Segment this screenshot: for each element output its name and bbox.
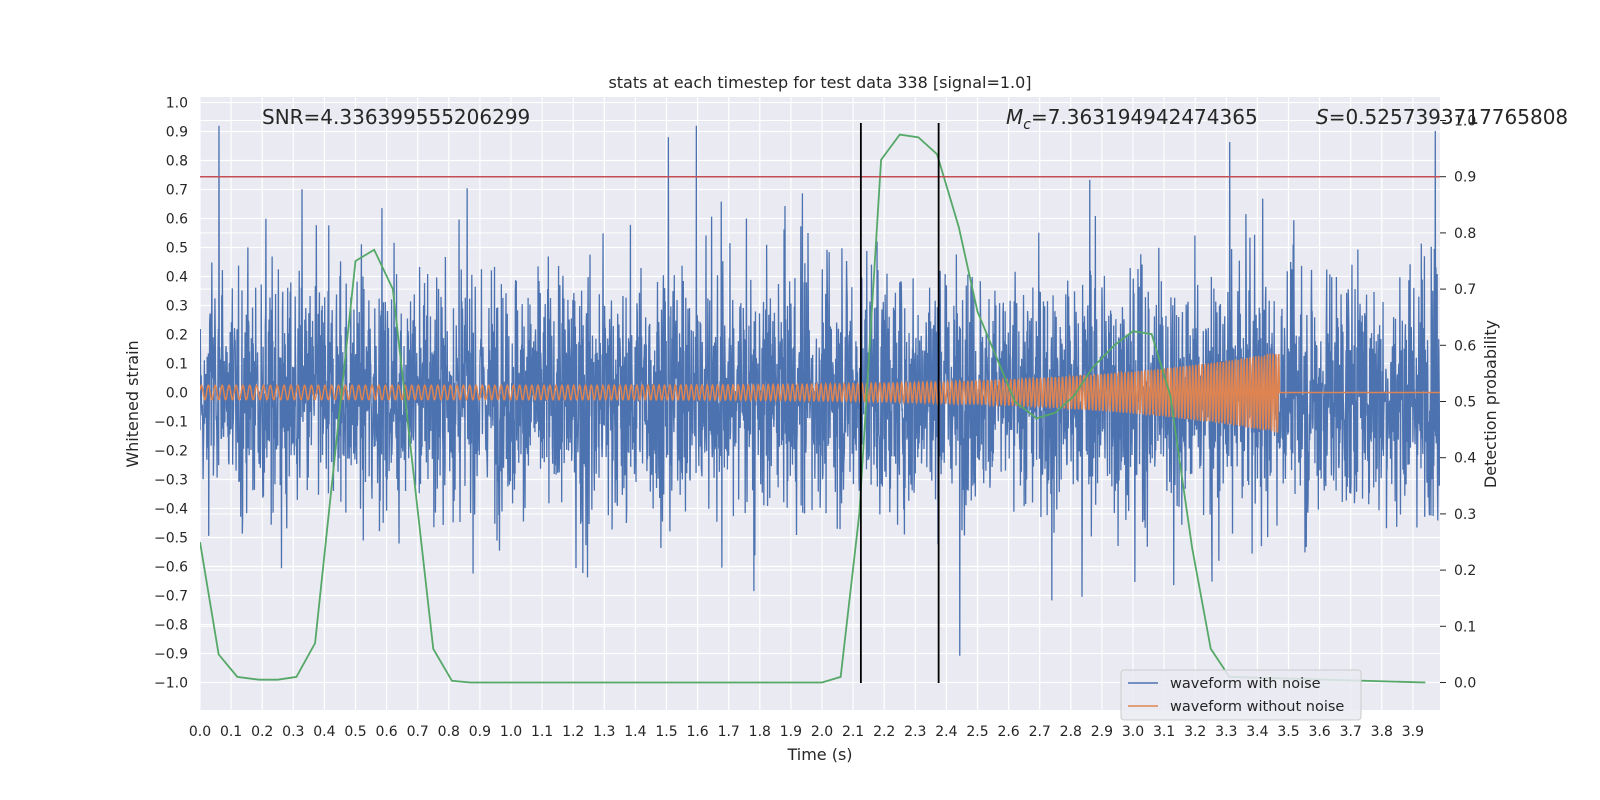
y2-axis-ticks: 1.0 0.9 0.8 0.7 0.6 0.5 0.4 0.3 0.2 0.1 0.0 [1440,114,1476,692]
legend-label-clean: waveform without noise [1170,699,1344,715]
y2-tick-label: 0.5 [1454,395,1476,411]
y-tick-label: −0.6 [154,560,188,576]
x-tick-label: 1.1 [531,724,553,740]
x-tick-label: 2.7 [1029,724,1051,740]
y2-tick-label: 0.8 [1454,226,1476,242]
s-annotation: S=0.5257393717765808 [1316,105,1568,129]
x-tick-label: 3.5 [1277,724,1299,740]
s-symbol: S [1316,105,1329,129]
y-tick-label: 0.5 [166,241,188,257]
x-tick-label: 0.5 [344,724,366,740]
y2-tick-label: 0.4 [1454,451,1476,467]
y2-tick-label: 0.1 [1454,619,1476,635]
y-axis-ticks: 1.0 0.9 0.8 0.7 0.6 0.5 0.4 0.3 0.2 0.1 0.0 −0.1 −0.… [154,96,188,692]
y-tick-label: 0.9 [166,125,188,141]
y-tick-label: −0.9 [154,647,188,663]
x-axis-label: Time (s) [786,745,852,764]
chart-title: stats at each timestep for test data 338… [608,73,1031,92]
y-tick-label: 0.8 [166,154,188,170]
x-tick-label: 2.1 [842,724,864,740]
x-tick-label: 1.7 [718,724,740,740]
legend-label-noise: waveform with noise [1170,676,1321,692]
x-tick-label: 0.8 [438,724,460,740]
x-tick-label: 0.6 [375,724,397,740]
series-waveform-without-noise [200,353,1440,433]
plot-area [200,123,1440,684]
x-tick-label: 0.7 [407,724,429,740]
x-tick-label: 1.3 [593,724,615,740]
legend: waveform with noise waveform without noi… [1120,669,1362,721]
y-tick-label: −1.0 [154,676,188,692]
x-tick-label: 3.4 [1246,724,1268,740]
chirp-mass-value: =7.363194942474365 [1031,105,1258,129]
x-tick-label: 3.2 [1184,724,1206,740]
y2-tick-label: 0.7 [1454,282,1476,298]
x-tick-label: 0.3 [282,724,304,740]
x-tick-label: 3.6 [1308,724,1330,740]
y-tick-label: 0.6 [166,212,188,228]
y-tick-label: 0.3 [166,299,188,315]
x-tick-label: 2.6 [997,724,1019,740]
y-tick-label: 0.2 [166,328,188,344]
y-tick-label: −0.3 [154,473,188,489]
y-tick-label: 1.0 [166,96,188,112]
legend-box [1120,669,1362,721]
x-tick-label: 1.9 [780,724,802,740]
y-tick-label: −0.5 [154,531,188,547]
x-tick-label: 1.8 [749,724,771,740]
y-tick-label: 0.4 [166,270,188,286]
y2-tick-label: 1.0 [1454,114,1476,130]
y-tick-label: −0.7 [154,589,188,605]
x-tick-label: 3.7 [1340,724,1362,740]
x-tick-label: 3.3 [1215,724,1237,740]
x-tick-label: 3.9 [1402,724,1424,740]
x-tick-label: 0.0 [189,724,211,740]
chirp-mass-annotation: Mc=7.363194942474365 [1006,105,1258,133]
y2-tick-label: 0.6 [1454,338,1476,354]
x-tick-label: 2.2 [873,724,895,740]
x-tick-label: 1.2 [562,724,584,740]
s-value: =0.5257393717765808 [1329,105,1568,129]
x-axis-ticks: 0.0 0.1 0.2 0.3 0.4 0.5 0.6 0.7 0.8 0.9 1.0 1.1 1.2 1… [189,724,1424,740]
x-tick-label: 2.0 [811,724,833,740]
x-tick-label: 0.1 [220,724,242,740]
y-tick-label: 0.1 [166,357,188,373]
y2-tick-label: 0.2 [1454,563,1476,579]
x-tick-label: 1.0 [500,724,522,740]
x-tick-label: 0.4 [313,724,335,740]
y2-tick-label: 0.3 [1454,507,1476,523]
x-tick-label: 3.0 [1122,724,1144,740]
series-detection-probability [200,133,1426,684]
y2-tick-label: 0.0 [1454,676,1476,692]
y-tick-label: 0.7 [166,183,188,199]
x-tick-label: 2.8 [1060,724,1082,740]
y-tick-label: −0.4 [154,502,188,518]
x-tick-label: 0.9 [469,724,491,740]
x-tick-label: 1.6 [686,724,708,740]
x-tick-label: 0.2 [251,724,273,740]
x-tick-label: 3.8 [1371,724,1393,740]
x-tick-label: 3.1 [1153,724,1175,740]
x-tick-label: 2.4 [935,724,957,740]
y-tick-label: 0.0 [166,386,188,402]
chirp-mass-subscript: c [1023,117,1031,133]
y-tick-label: −0.8 [154,618,188,634]
snr-annotation: SNR=4.336399555206299 [262,105,530,129]
y-tick-label: −0.2 [154,444,188,460]
y-tick-label: −0.1 [154,415,188,431]
y2-axis-label: Detection probability [1481,320,1500,488]
y2-tick-label: 0.9 [1454,170,1476,186]
x-tick-label: 2.3 [904,724,926,740]
x-tick-label: 2.9 [1091,724,1113,740]
x-tick-label: 2.5 [966,724,988,740]
chirp-mass-symbol: M [1006,105,1023,129]
x-tick-label: 1.5 [655,724,677,740]
x-tick-label: 1.4 [624,724,646,740]
y-axis-label: Whitened strain [123,340,142,467]
